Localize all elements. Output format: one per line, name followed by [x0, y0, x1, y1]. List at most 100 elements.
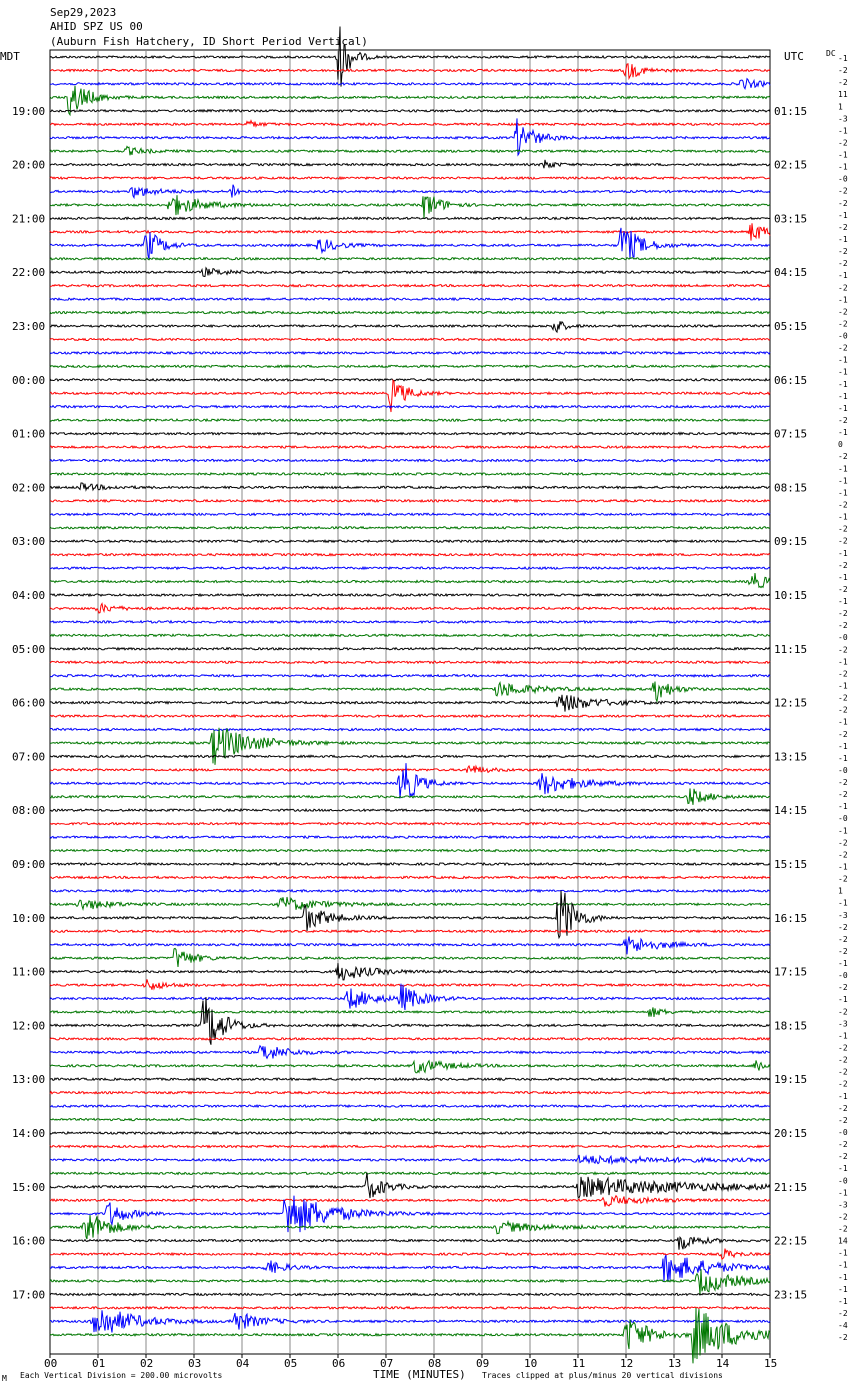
- dc-offset-value: -2: [838, 247, 848, 256]
- left-hour-label: 02:00: [12, 481, 45, 494]
- seismic-trace: [49, 861, 771, 867]
- x-tick-label: 08: [428, 1357, 441, 1370]
- dc-offset-value: -2: [838, 947, 848, 956]
- seismic-trace: [49, 1292, 770, 1297]
- dc-offset-value: -2: [838, 283, 848, 292]
- seismic-trace: [49, 660, 771, 665]
- dc-offset-value: -2: [838, 561, 848, 570]
- x-tick-label: 06: [332, 1357, 345, 1370]
- dc-offset-value: 1: [838, 102, 843, 111]
- dc-offset-value: -1: [838, 1164, 848, 1173]
- dc-offset-value: -0: [838, 1128, 848, 1137]
- dc-offset-value: -0: [838, 1176, 848, 1185]
- seismic-trace: [49, 458, 771, 463]
- dc-offset-value: -2: [838, 500, 848, 509]
- dc-offset-value: -2: [838, 416, 848, 425]
- dc-offset-value: -1: [838, 597, 848, 606]
- dc-offset-value: -1: [838, 573, 848, 582]
- dc-offset-value: -1: [838, 211, 848, 220]
- seismic-trace: [49, 929, 771, 934]
- seismic-trace: [49, 26, 771, 87]
- dc-offset-value: -2: [838, 1212, 848, 1221]
- seismic-trace: [49, 512, 771, 517]
- x-tick-label: 04: [236, 1357, 250, 1370]
- right-hour-label: 10:15: [774, 589, 807, 602]
- seismic-trace: [49, 552, 771, 557]
- dc-offset-value: -2: [838, 730, 848, 739]
- dc-offset-value: -2: [838, 1007, 848, 1016]
- dc-offset-value: -2: [838, 609, 848, 618]
- seismic-trace: [49, 525, 771, 530]
- footer-mark: M: [2, 1374, 7, 1383]
- seismic-traces: [49, 26, 771, 1364]
- left-hour-label: 03:00: [12, 535, 45, 548]
- seismic-trace: [49, 565, 771, 571]
- seismic-trace: [49, 1269, 771, 1295]
- dc-offset-value: -2: [838, 223, 848, 232]
- left-hour-label: 01:00: [12, 428, 45, 441]
- dc-offset-value: -2: [838, 138, 848, 147]
- seismic-trace: [50, 572, 771, 589]
- right-hour-label: 02:15: [774, 159, 807, 172]
- seismic-trace: [49, 471, 771, 477]
- seismic-trace: [49, 633, 771, 638]
- dc-offset-value: -2: [838, 187, 848, 196]
- dc-offset-value: -2: [838, 1068, 848, 1077]
- left-hour-label: 06:00: [12, 697, 45, 710]
- dc-offset-value: -1: [838, 404, 848, 413]
- header-station: AHID SPZ US 00: [50, 20, 143, 33]
- dc-offset-value: -2: [838, 1309, 848, 1318]
- seismic-trace: [49, 377, 771, 382]
- dc-offset-value: -2: [838, 199, 848, 208]
- dc-offset-value: -1: [838, 488, 848, 497]
- seismic-trace: [49, 266, 771, 278]
- dc-offset-value: -2: [838, 645, 848, 654]
- dc-offset-value: -1: [838, 380, 848, 389]
- seismic-trace: [49, 788, 771, 805]
- dc-offset-value: -0: [838, 766, 848, 775]
- x-tick-label: 01: [92, 1357, 105, 1370]
- seismic-trace: [49, 63, 771, 81]
- seismic-trace: [49, 754, 771, 759]
- dc-offset-value: -2: [838, 1104, 848, 1113]
- right-hour-labels: 01:15 02:15 03:15 04:15 05:15 06:15 07:15 08:15…: [774, 105, 807, 1302]
- seismic-trace: [49, 296, 771, 302]
- dc-offset-value: -2: [838, 838, 848, 847]
- seismic-trace: [49, 256, 771, 261]
- dc-offset-value: -1: [838, 995, 848, 1004]
- dc-offset-value: -2: [838, 259, 848, 268]
- footer-clip: Traces clipped at plus/minus 20 vertical…: [482, 1371, 723, 1380]
- seismic-trace: [49, 1194, 771, 1207]
- seismic-trace: [49, 848, 771, 853]
- dc-offset-value: -1: [838, 1188, 848, 1197]
- dc-offset-value: -2: [838, 1080, 848, 1089]
- seismic-trace: [49, 1154, 771, 1166]
- seismic-trace: [49, 1144, 770, 1149]
- seismic-trace: [49, 184, 771, 200]
- seismic-trace: [50, 498, 771, 504]
- left-hour-label: 23:00: [12, 320, 45, 333]
- dc-offset-value: -1: [838, 742, 848, 751]
- seismic-trace: [49, 1059, 771, 1074]
- seismic-trace: [49, 1130, 771, 1136]
- right-hour-label: 20:15: [774, 1127, 807, 1140]
- left-hour-label: 08:00: [12, 804, 45, 817]
- left-hour-labels: 19:00 20:00 21:00 22:00 23:00 00:00 01:00 02:00…: [12, 105, 45, 1302]
- dc-offset-value: -0: [838, 175, 848, 184]
- dc-offset-value: -1: [838, 718, 848, 727]
- seismic-trace: [49, 539, 771, 544]
- dc-offset-value: -1: [838, 151, 848, 160]
- left-hour-label: 13:00: [12, 1073, 45, 1086]
- seismic-trace: [49, 482, 770, 492]
- seismic-trace: [49, 364, 771, 369]
- dc-offset-value: -2: [838, 537, 848, 546]
- dc-offset-value: -2: [838, 525, 848, 534]
- right-hour-label: 11:15: [774, 643, 807, 656]
- seismic-trace: [49, 821, 771, 826]
- dc-offset-value: -1: [838, 754, 848, 763]
- dc-offset-value: -4: [838, 1321, 848, 1330]
- seismic-trace: [49, 875, 771, 880]
- seismic-trace: [49, 983, 771, 1011]
- seismic-trace: [49, 963, 771, 981]
- dc-offset-value: -2: [838, 66, 848, 75]
